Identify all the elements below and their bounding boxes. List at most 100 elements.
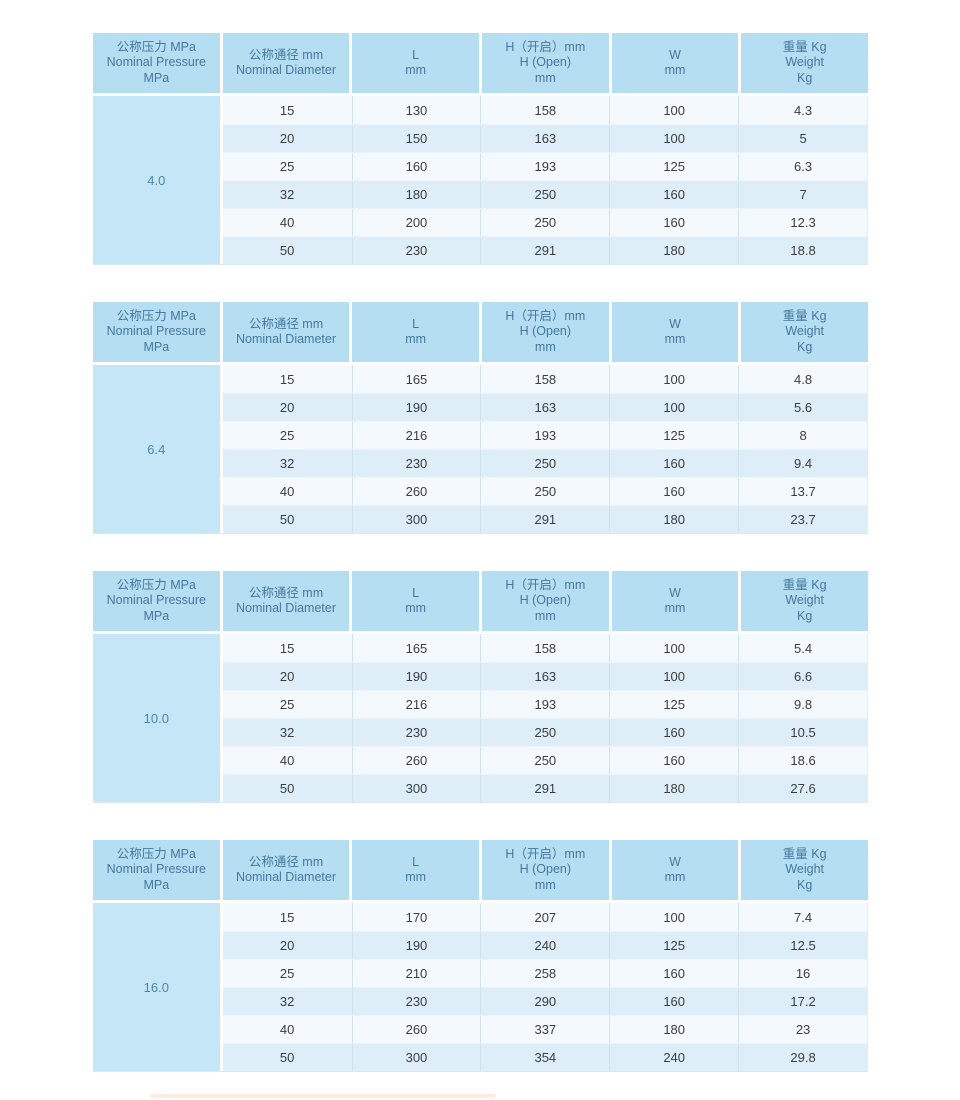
header-line-en: H (Open) bbox=[519, 862, 572, 877]
header-line-en: mm bbox=[405, 870, 427, 884]
header-line-unit: MPa bbox=[143, 70, 170, 85]
cell-width: 100 bbox=[609, 96, 738, 124]
cell-length: 300 bbox=[351, 506, 481, 533]
cell-width: 180 bbox=[609, 237, 738, 264]
cell-diameter: 40 bbox=[279, 1022, 295, 1037]
header-line-en: mm bbox=[664, 870, 686, 884]
header-cell-nominal-diameter: 公称通径 mm Nominal Diameter bbox=[222, 840, 350, 900]
spec-table-6-4mpa: 公称压力 MPa Nominal Pressure MPa 公称通径 mm No… bbox=[93, 302, 868, 534]
cell-diameter: 50 bbox=[279, 512, 295, 527]
header-cell-width: W mm bbox=[611, 571, 739, 631]
header-line-en: mm bbox=[405, 63, 427, 77]
table-row: 20 190 240 125 12.5 bbox=[222, 931, 867, 959]
header-cell-height-open: H（开启）mm H (Open) mm bbox=[481, 302, 609, 362]
header-line-cn: H（开启）mm bbox=[505, 39, 586, 54]
cell-diameter: 32 bbox=[279, 994, 295, 1009]
cell-diameter: 32 bbox=[279, 456, 295, 471]
cell-width: 160 bbox=[609, 450, 738, 477]
table-row: 50 300 291 180 27.6 bbox=[222, 774, 867, 802]
cell-height-open: 250 bbox=[480, 181, 609, 208]
cell-diameter: 25 bbox=[279, 697, 295, 712]
cell-weight: 23 bbox=[738, 1016, 867, 1043]
table-body: 10.0 15 165 158 100 5.4 20 190 163 100 6… bbox=[93, 634, 868, 803]
header-line-en: Nominal Pressure bbox=[106, 862, 206, 877]
header-line-cn: 公称通径 mm bbox=[248, 316, 324, 331]
cell-length: 165 bbox=[351, 365, 481, 393]
cell-diameter: 40 bbox=[279, 484, 295, 499]
table-row: 15 130 158 100 4.3 bbox=[222, 96, 867, 124]
cell-weight: 16 bbox=[738, 960, 867, 987]
cell-length: 160 bbox=[351, 153, 481, 180]
header-cell-width: W mm bbox=[611, 33, 739, 93]
cell-width: 160 bbox=[609, 747, 738, 774]
table-row: 32 230 250 160 9.4 bbox=[222, 449, 867, 477]
header-line-en: Nominal Pressure bbox=[106, 324, 206, 339]
header-cell-nominal-pressure: 公称压力 MPa Nominal Pressure MPa bbox=[93, 840, 220, 900]
cell-diameter: 32 bbox=[279, 725, 295, 740]
cell-height-open: 290 bbox=[480, 988, 609, 1015]
cell-length: 165 bbox=[351, 634, 481, 662]
table-row: 32 230 290 160 17.2 bbox=[222, 987, 867, 1015]
header-line-cn: 公称通径 mm bbox=[248, 854, 324, 869]
cell-height-open: 158 bbox=[480, 96, 609, 124]
table-row: 32 230 250 160 10.5 bbox=[222, 718, 867, 746]
table-row: 40 200 250 160 12.3 bbox=[222, 208, 867, 236]
table-body: 16.0 15 170 207 100 7.4 20 190 240 125 1… bbox=[93, 903, 868, 1072]
header-cell-length: L mm bbox=[352, 571, 479, 631]
cell-width: 100 bbox=[609, 903, 738, 931]
header-line-cn: 重量 Kg bbox=[782, 846, 827, 861]
cell-diameter: 20 bbox=[279, 131, 295, 146]
cell-length: 216 bbox=[351, 691, 481, 718]
cell-length: 260 bbox=[351, 1016, 481, 1043]
header-line-unit: mm bbox=[534, 608, 556, 623]
header-cell-nominal-pressure: 公称压力 MPa Nominal Pressure MPa bbox=[93, 302, 220, 362]
cell-diameter: 40 bbox=[279, 215, 295, 230]
header-line-cn: L bbox=[412, 854, 420, 869]
cell-height-open: 193 bbox=[480, 691, 609, 718]
cell-weight: 18.6 bbox=[738, 747, 867, 774]
table-row: 20 190 163 100 6.6 bbox=[222, 662, 867, 690]
cell-weight: 5.6 bbox=[738, 394, 867, 421]
cell-length: 190 bbox=[351, 663, 481, 690]
table-row: 20 150 163 100 5 bbox=[222, 124, 867, 152]
cell-length: 130 bbox=[351, 96, 481, 124]
table-rows: 15 165 158 100 5.4 20 190 163 100 6.6 25… bbox=[222, 634, 868, 802]
header-cell-length: L mm bbox=[352, 840, 479, 900]
header-line-unit: Kg bbox=[797, 339, 813, 354]
cell-weight: 9.4 bbox=[738, 450, 867, 477]
cell-height-open: 163 bbox=[480, 394, 609, 421]
table-rows: 15 165 158 100 4.8 20 190 163 100 5.6 25… bbox=[222, 365, 868, 533]
header-line-en: H (Open) bbox=[519, 593, 572, 608]
header-cell-weight: 重量 Kg Weight Kg bbox=[741, 840, 868, 900]
cell-weight: 5 bbox=[738, 125, 867, 152]
cell-width: 125 bbox=[609, 691, 738, 718]
cell-weight: 12.3 bbox=[738, 209, 867, 236]
cell-width: 125 bbox=[609, 932, 738, 959]
header-cell-length: L mm bbox=[352, 302, 479, 362]
cell-height-open: 354 bbox=[480, 1044, 609, 1071]
cell-length: 150 bbox=[351, 125, 481, 152]
cell-height-open: 250 bbox=[480, 209, 609, 236]
cell-height-open: 193 bbox=[480, 422, 609, 449]
header-cell-nominal-pressure: 公称压力 MPa Nominal Pressure MPa bbox=[93, 571, 220, 631]
cell-weight: 13.7 bbox=[738, 478, 867, 505]
table-row: 50 230 291 180 18.8 bbox=[222, 236, 867, 264]
cell-width: 160 bbox=[609, 960, 738, 987]
cell-weight: 7.4 bbox=[738, 903, 867, 931]
header-line-en: Nominal Diameter bbox=[235, 63, 336, 77]
spec-table-4mpa: 公称压力 MPa Nominal Pressure MPa 公称通径 mm No… bbox=[93, 33, 868, 265]
cell-width: 160 bbox=[609, 719, 738, 746]
cell-height-open: 158 bbox=[480, 365, 609, 393]
table-row: 40 260 337 180 23 bbox=[222, 1015, 867, 1043]
header-line-cn: 公称压力 MPa bbox=[116, 39, 196, 54]
cell-width: 160 bbox=[609, 209, 738, 236]
cell-weight: 27.6 bbox=[738, 775, 867, 802]
header-line-cn: 公称压力 MPa bbox=[116, 308, 196, 323]
header-line-en: Nominal Diameter bbox=[235, 332, 336, 346]
cell-height-open: 163 bbox=[480, 663, 609, 690]
table-row: 15 165 158 100 4.8 bbox=[222, 365, 867, 393]
cell-weight: 4.3 bbox=[738, 96, 867, 124]
header-line-cn: 重量 Kg bbox=[782, 577, 827, 592]
cell-weight: 9.8 bbox=[738, 691, 867, 718]
header-line-unit: mm bbox=[534, 339, 556, 354]
